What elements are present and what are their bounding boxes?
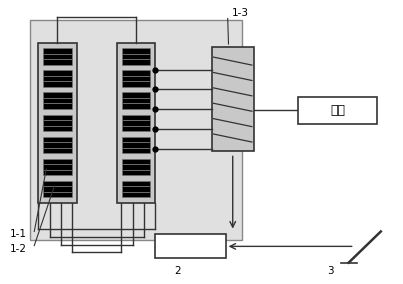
Text: 2: 2 bbox=[174, 266, 181, 276]
Bar bbox=[43, 70, 72, 87]
Text: 1-2: 1-2 bbox=[10, 243, 27, 254]
Bar bbox=[43, 181, 72, 197]
Bar bbox=[122, 70, 150, 87]
Text: 1-3: 1-3 bbox=[232, 8, 249, 18]
Text: 电源: 电源 bbox=[330, 104, 345, 116]
Bar bbox=[30, 20, 242, 240]
Bar bbox=[298, 97, 377, 124]
Bar bbox=[122, 115, 150, 131]
Bar bbox=[43, 137, 72, 153]
Bar bbox=[43, 159, 72, 175]
Bar bbox=[38, 43, 77, 203]
Text: 1-1: 1-1 bbox=[10, 229, 27, 239]
Bar bbox=[122, 48, 150, 65]
Text: 3: 3 bbox=[327, 266, 334, 276]
Bar bbox=[212, 47, 254, 151]
Bar bbox=[122, 181, 150, 197]
Bar bbox=[43, 48, 72, 65]
Bar bbox=[43, 115, 72, 131]
Bar bbox=[122, 137, 150, 153]
Bar bbox=[117, 43, 155, 203]
Bar bbox=[155, 234, 226, 258]
Bar bbox=[122, 93, 150, 109]
Bar bbox=[43, 93, 72, 109]
Bar bbox=[122, 159, 150, 175]
